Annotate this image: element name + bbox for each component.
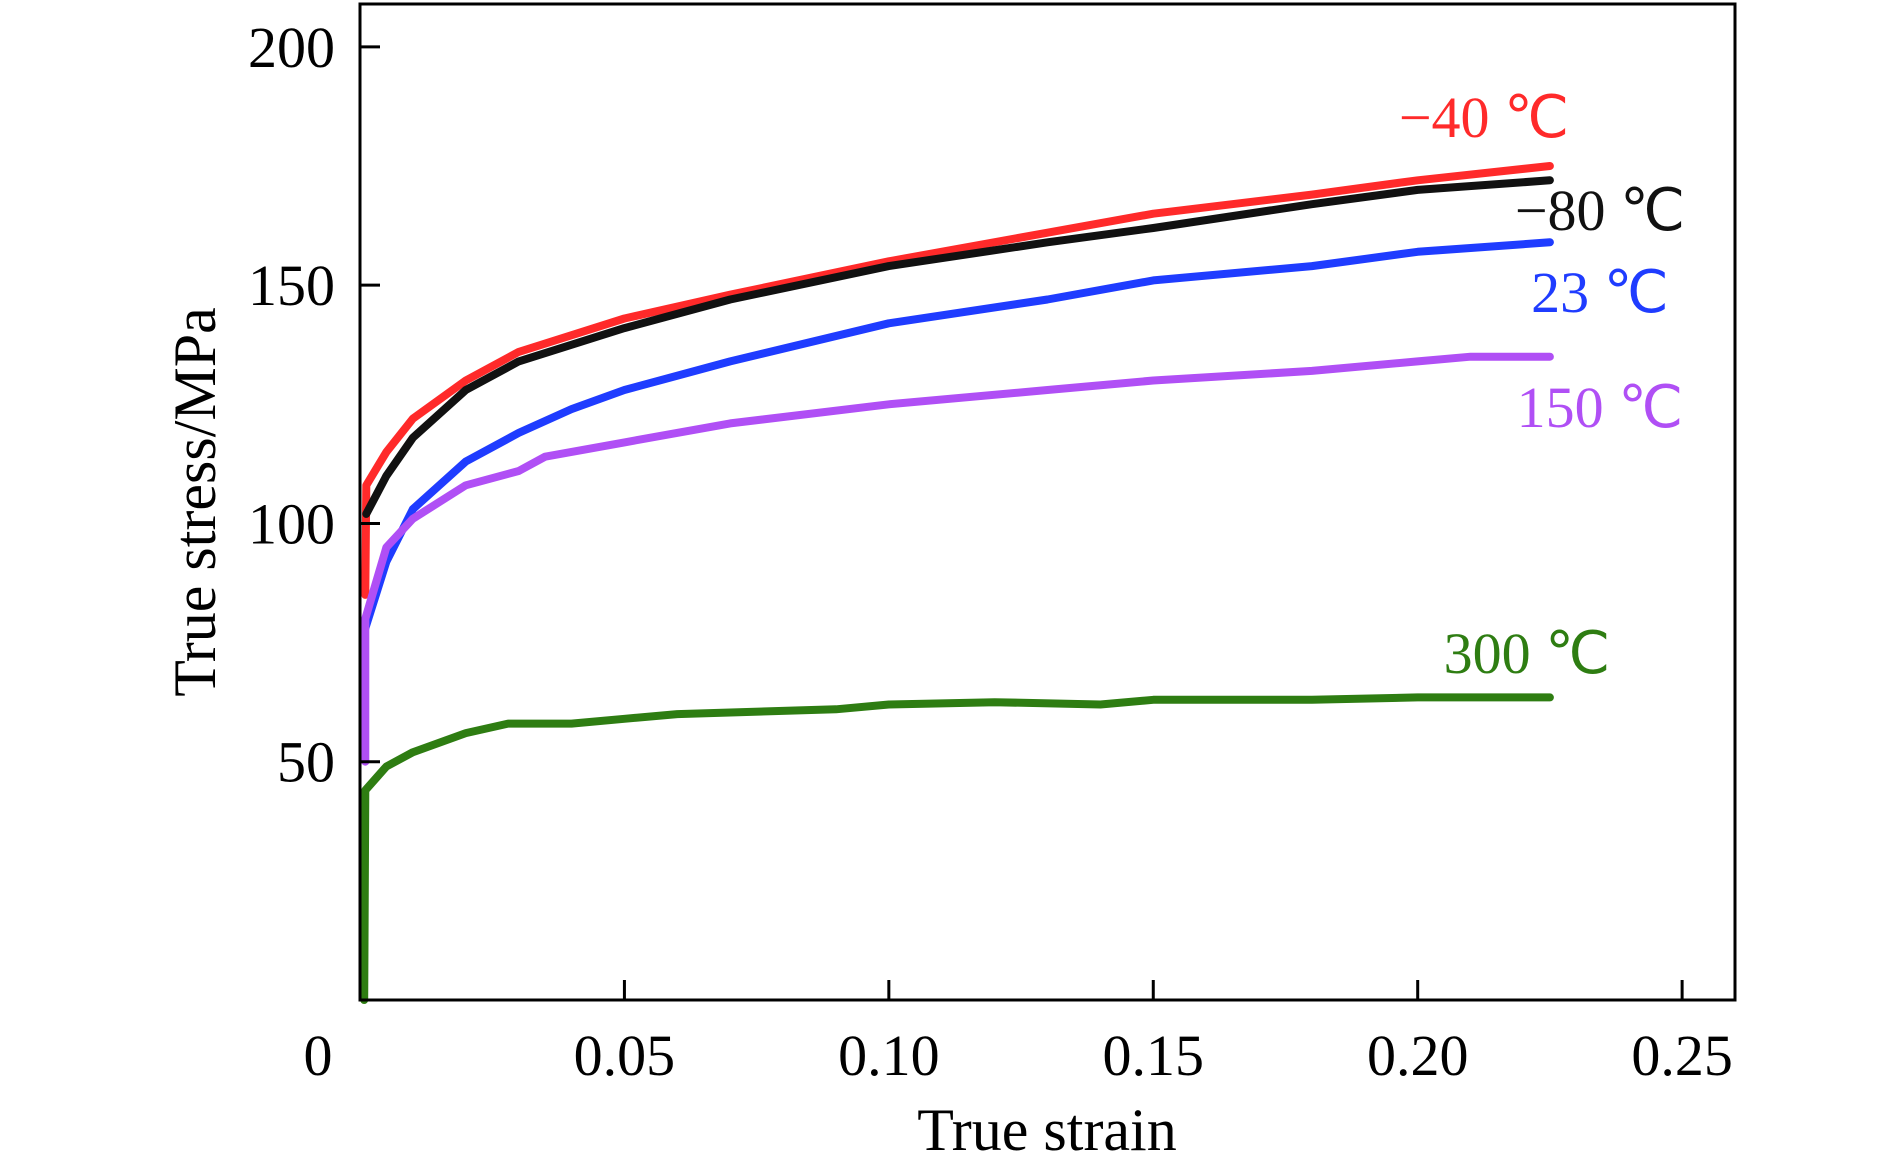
series-label-4: 300 ℃: [1444, 621, 1611, 686]
series-label-2: 23 ℃: [1531, 260, 1669, 325]
x-tick-label: 0.10: [838, 1023, 940, 1088]
x-tick-label: 0.20: [1367, 1023, 1469, 1088]
y-tick-label: 150: [248, 253, 335, 318]
series-line-4: [360, 693, 1554, 1004]
series-label-1: −80 ℃: [1515, 178, 1685, 243]
y-tick-label: 50: [277, 730, 335, 795]
series-labels: −40 ℃ −80 ℃ 23 ℃ 150 ℃ 300 ℃: [1399, 85, 1685, 686]
series-line-3: [361, 352, 1554, 766]
y-axis: 50 100 150 200: [248, 15, 380, 795]
x-tick-label: 0.15: [1103, 1023, 1205, 1088]
series-line-2: [361, 238, 1554, 633]
x-tick-label: 0.25: [1631, 1023, 1733, 1088]
plot-frame: [358, 2, 1737, 1002]
x-axis: 0 0.05 0.10 0.15 0.20 0.25: [304, 980, 1733, 1088]
y-axis-label: True stress/MPa: [162, 307, 228, 697]
series-layer: [360, 162, 1554, 1004]
y-tick-label: 200: [248, 15, 335, 80]
x-tick-label: 0.05: [574, 1023, 676, 1088]
x-axis-label: True strain: [917, 1097, 1176, 1163]
series-line-1: [362, 176, 1554, 518]
series-label-3: 150 ℃: [1517, 375, 1684, 440]
series-label-0: −40 ℃: [1399, 85, 1569, 150]
x-tick-label: 0: [304, 1023, 333, 1088]
series-line-0: [361, 162, 1554, 599]
y-tick-label: 100: [248, 491, 335, 556]
